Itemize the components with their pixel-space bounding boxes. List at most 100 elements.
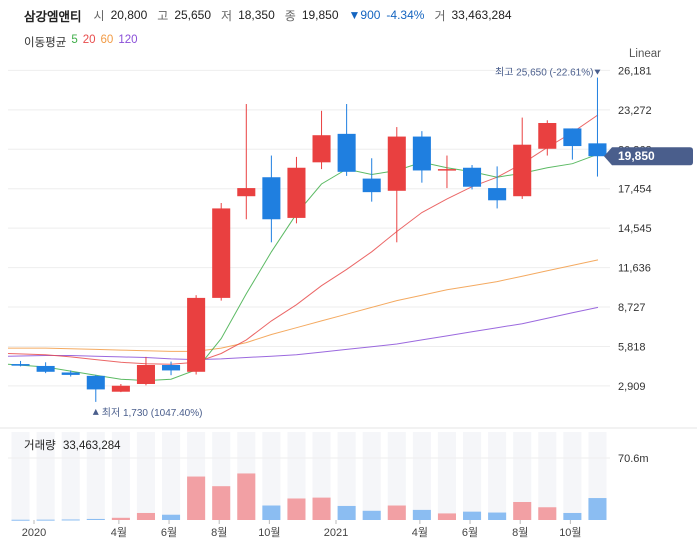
x-tick-label: 10월 <box>559 526 581 539</box>
y-tick-label: 2,909 <box>618 381 646 393</box>
volume-background-slot <box>262 432 281 520</box>
volume-bar <box>513 501 532 520</box>
y-tick-label: 14,545 <box>618 223 652 235</box>
scale-mode-toggle[interactable]: Linear <box>629 48 661 60</box>
volume-legend-label: 거래량 <box>24 440 56 452</box>
candle <box>136 356 155 386</box>
candle <box>212 202 231 301</box>
ma5-legend[interactable]: 5 <box>71 34 78 46</box>
candle <box>11 360 30 367</box>
volume-bar <box>312 497 331 520</box>
candle-body <box>136 365 155 384</box>
close-value: 19,850 <box>301 8 339 22</box>
volume-background-slot <box>588 432 607 520</box>
low-label: 저 <box>221 8 233 23</box>
candle <box>111 383 130 393</box>
x-tick-label: 6월 <box>161 526 177 539</box>
volume-background-slot <box>437 432 456 520</box>
volume-background-slot <box>11 432 30 520</box>
ma120-legend[interactable]: 120 <box>118 34 138 46</box>
volume-bar <box>136 512 155 520</box>
ma20-legend[interactable]: 20 <box>82 34 96 46</box>
candle <box>36 362 55 374</box>
x-tick-label: 6월 <box>462 526 478 539</box>
volume-tick-label: 70.6m <box>618 453 649 465</box>
candle-body <box>362 178 381 193</box>
volume-value: 33,463,284 <box>451 8 512 22</box>
candle <box>237 104 256 220</box>
volume-background-slot <box>412 432 431 520</box>
volume-background-slot <box>513 432 532 520</box>
change-value: ▼900 <box>348 8 381 22</box>
volume-background-slot <box>287 432 306 520</box>
stock-header: 삼강엠앤티 시 20,800 고 25,650 저 18,350 종 19,85… <box>24 6 516 24</box>
ma5-line <box>7 153 599 382</box>
volume-bar <box>86 518 105 520</box>
volume-background-slot <box>387 432 406 520</box>
volume-bar <box>262 505 281 520</box>
open-label: 시 <box>93 8 105 23</box>
volume-background-slot <box>538 432 557 520</box>
max-marker-icon <box>594 69 601 75</box>
volume-bar <box>36 519 55 521</box>
volume-bar <box>588 498 607 520</box>
y-tick-label: 23,272 <box>618 105 652 117</box>
volume-short-label: 거 <box>434 8 446 23</box>
volume-bar <box>11 519 30 521</box>
candle-body <box>563 128 582 147</box>
candle <box>437 155 456 189</box>
y-tick-label: 5,818 <box>618 341 646 353</box>
volume-legend: 거래량 33,463,284 <box>24 437 125 453</box>
volume-background-slot <box>61 432 80 520</box>
volume-bar <box>162 514 181 520</box>
volume-bar <box>538 507 557 520</box>
volume-background-slot <box>362 432 381 520</box>
ma60-legend[interactable]: 60 <box>100 34 114 46</box>
volume-background-slot <box>463 432 482 520</box>
current-price-tag <box>604 147 693 166</box>
moving-average-label: 이동평균 <box>24 37 67 49</box>
volume-bar <box>212 486 231 520</box>
ma120-line <box>7 306 599 361</box>
candle <box>362 158 381 202</box>
x-tick-label: 10월 <box>258 526 280 539</box>
moving-average-legend[interactable]: 이동평균 5 20 60 120 <box>24 34 138 50</box>
open-value: 20,800 <box>110 8 148 22</box>
candle <box>387 127 406 243</box>
volume-bar <box>412 509 431 520</box>
y-tick-label: 8,727 <box>618 302 646 314</box>
x-tick-label: 4월 <box>412 526 428 539</box>
max-price-annotation: 최고 25,650 (-22.61%) <box>495 67 593 79</box>
candle-body <box>187 297 206 372</box>
volume-background-slot <box>136 432 155 520</box>
candle-body <box>538 123 557 149</box>
candle-body <box>262 177 281 220</box>
volume-background-slot <box>563 432 582 520</box>
candle <box>187 295 206 375</box>
volume-bar <box>287 498 306 520</box>
volume-bar <box>237 473 256 520</box>
low-value: 18,350 <box>238 8 275 22</box>
candle-body <box>111 385 130 392</box>
candle-body <box>588 143 607 157</box>
candle-body <box>162 365 181 371</box>
candle <box>463 165 482 190</box>
candle <box>61 370 80 377</box>
candle-body <box>463 167 482 187</box>
candle-body <box>437 169 456 171</box>
y-tick-label: 11,636 <box>618 263 651 275</box>
ma60-line <box>8 259 599 352</box>
volume-bar <box>362 510 381 520</box>
volume-bar <box>387 505 406 520</box>
candle-body <box>212 208 231 298</box>
min-price-annotation: 최저 1,730 (1047.40%) <box>102 407 203 419</box>
x-tick-label: 8월 <box>512 526 528 539</box>
high-value: 25,650 <box>174 8 212 22</box>
volume-bar <box>563 512 582 520</box>
candle-body <box>61 372 80 375</box>
close-label: 종 <box>284 8 296 23</box>
candle <box>412 131 431 183</box>
current-price-label: 19,850 <box>618 149 655 163</box>
volume-background-slot <box>337 432 356 520</box>
